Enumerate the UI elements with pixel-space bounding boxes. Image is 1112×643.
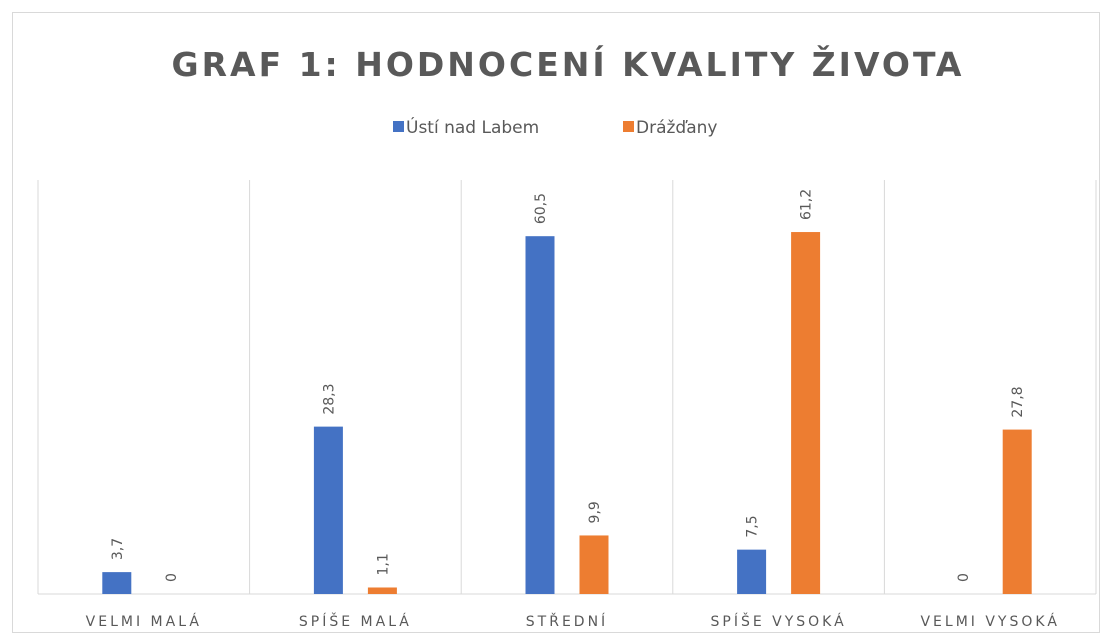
legend-swatch	[623, 121, 634, 132]
data-label: 9,9	[587, 501, 603, 523]
bar	[579, 535, 609, 594]
data-label: 27,8	[1010, 386, 1026, 417]
bar	[1002, 429, 1032, 594]
bar	[102, 572, 132, 594]
x-tick-label: SPÍŠE MALÁ	[299, 612, 412, 630]
bar	[791, 232, 821, 594]
data-label: 0	[956, 573, 972, 582]
x-tick-label: STŘEDNÍ	[526, 613, 608, 630]
bar	[367, 587, 397, 594]
x-tick-label: SPÍŠE VYSOKÁ	[711, 612, 847, 630]
data-label: 0	[164, 573, 180, 582]
data-label: 61,2	[799, 189, 815, 220]
data-label: 60,5	[533, 193, 549, 224]
data-label: 1,1	[375, 553, 391, 575]
data-label: 3,7	[110, 538, 126, 560]
chart-border	[12, 12, 1100, 633]
chart-title: GRAF 1: HODNOCENÍ KVALITY ŽIVOTA	[172, 44, 965, 84]
legend-label: Drážďany	[636, 118, 717, 138]
data-label: 28,3	[321, 383, 337, 414]
bar	[313, 426, 343, 594]
data-label: 7,5	[745, 515, 761, 537]
x-tick-label: VELMI VYSOKÁ	[920, 613, 1059, 630]
x-tick-label: VELMI MALÁ	[86, 613, 202, 630]
bar	[525, 236, 555, 594]
legend-swatch	[393, 121, 404, 132]
legend-label: Ústí nad Labem	[406, 116, 539, 138]
bar	[737, 549, 767, 594]
